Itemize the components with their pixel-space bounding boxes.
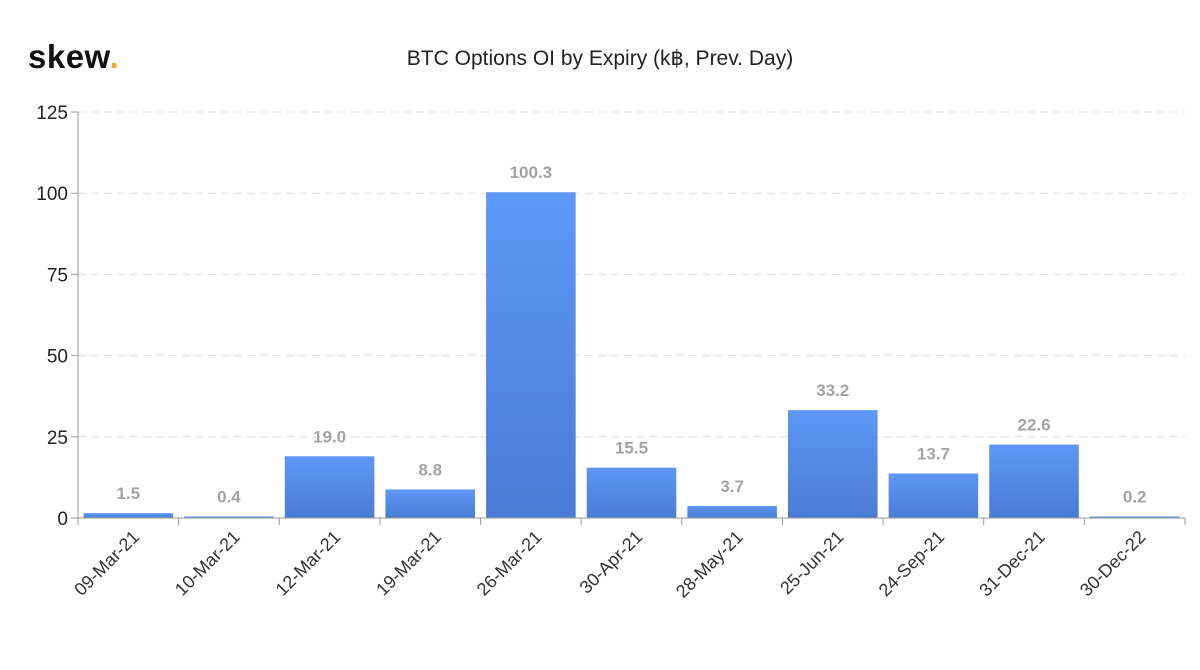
x-tick-label: 09-Mar-21 [70, 527, 143, 600]
y-tick-label: 0 [57, 509, 68, 530]
x-tick-label: 31-Dec-21 [975, 527, 1049, 601]
bar [787, 410, 878, 518]
data-label: 22.6 [1017, 416, 1050, 435]
x-tick-label: 30-Apr-21 [576, 527, 647, 598]
data-label: 13.7 [917, 445, 950, 464]
logo-text: skew [28, 38, 110, 75]
x-tick-label: 19-Mar-21 [372, 527, 445, 600]
x-tick-label: 28-May-21 [672, 527, 747, 602]
axes [71, 111, 1186, 525]
bar [385, 489, 476, 518]
bar [989, 444, 1079, 518]
y-tick-label: 75 [47, 265, 68, 286]
data-label: 100.3 [510, 163, 553, 182]
data-label: 3.7 [720, 477, 744, 496]
bar [486, 192, 576, 519]
data-label: 33.2 [816, 381, 849, 400]
bar [184, 516, 274, 518]
logo-dot: . [109, 38, 120, 75]
y-tick-label: 125 [36, 103, 68, 124]
bar [687, 505, 777, 518]
data-label: 1.5 [116, 484, 140, 503]
bar [284, 456, 375, 518]
bar [83, 513, 174, 518]
chart-title: BTC Options OI by Expiry (k฿, Prev. Day) [406, 47, 794, 70]
grid-lines [78, 111, 1185, 438]
data-label: 8.8 [418, 460, 442, 479]
x-tick-label: 26-Mar-21 [473, 527, 546, 600]
x-tick-label: 10-Mar-21 [171, 527, 244, 600]
data-label: 0.2 [1123, 488, 1147, 507]
x-tick-label: 30-Dec-22 [1076, 527, 1150, 601]
data-label: 0.4 [217, 488, 241, 507]
bar [586, 467, 677, 518]
data-label: 15.5 [615, 439, 648, 458]
labels: 0 25 50 75 100 125 1.5 09-Mar-21 0.4 10-Mar-21 19.… [36, 103, 1149, 602]
bar [888, 473, 979, 518]
y-tick-label: 25 [47, 428, 68, 449]
y-tick-label: 50 [47, 347, 68, 368]
x-tick-label: 25-Jun-21 [776, 527, 847, 598]
x-tick-label: 24-Sep-21 [875, 527, 949, 601]
bar [1089, 516, 1180, 518]
data-label: 19.0 [313, 427, 346, 446]
y-tick-label: 100 [36, 184, 68, 205]
skew-logo: skew. [28, 38, 119, 76]
x-tick-label: 12-Mar-21 [272, 527, 345, 600]
bars [83, 192, 1180, 519]
